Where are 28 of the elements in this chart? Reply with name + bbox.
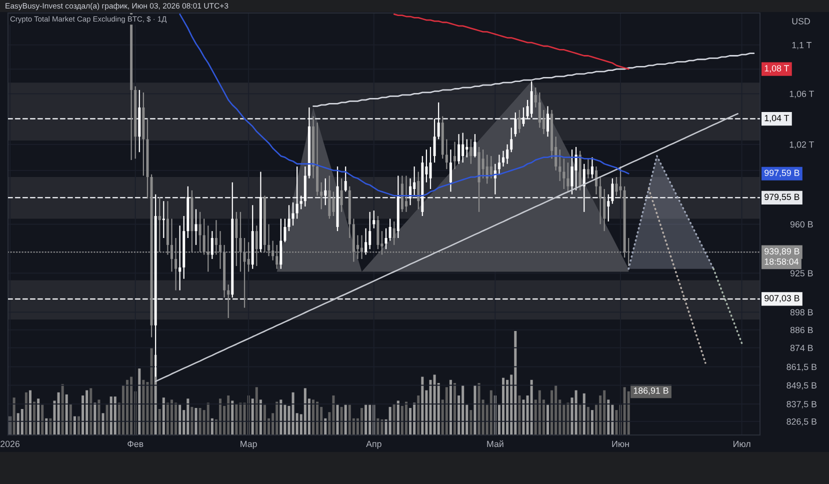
x-tick-label: Июн — [612, 440, 629, 448]
y-axis-title: USD — [792, 18, 810, 24]
y-tick-label: 1,02 T — [790, 141, 814, 149]
ref-line-label: 979,55 B — [764, 194, 800, 202]
y-tick-label: 1,06 T — [790, 90, 814, 98]
x-tick-label: 2026 — [0, 440, 20, 448]
y-tick-label: 960 B — [790, 221, 813, 228]
x-tick-label: Июл — [734, 440, 750, 448]
ref-line-label: 907,03 B — [764, 295, 800, 302]
x-tick-label: Мар — [240, 440, 257, 449]
y-tick-label: 925 B — [790, 270, 813, 276]
y-tick-label: 874 B — [790, 344, 813, 352]
x-tick-label: Апр — [366, 440, 382, 449]
y-tick-label: 898 B — [790, 309, 813, 316]
annotation: 1,08 T — [764, 65, 790, 73]
annotation: 997,59 B — [764, 170, 800, 178]
y-tick-label: 861,5 B — [786, 364, 817, 372]
x-tick-label: Фев — [128, 440, 144, 448]
y-tick-label: 826,5 B — [786, 418, 817, 426]
ref-line-label: 1,04 T — [764, 114, 790, 122]
text: 18:58:04 — [764, 258, 799, 265]
ref-line-label: 939,89 B — [764, 248, 800, 256]
annotation: 186,91 B — [634, 387, 668, 395]
y-tick-label: 849,5 B — [786, 382, 817, 390]
y-tick-label: 1,1 T — [792, 42, 812, 50]
x-tick-label: Май — [487, 440, 504, 448]
y-tick-label: 886 B — [790, 326, 813, 334]
y-tick-label: 837,5 B — [786, 400, 817, 408]
